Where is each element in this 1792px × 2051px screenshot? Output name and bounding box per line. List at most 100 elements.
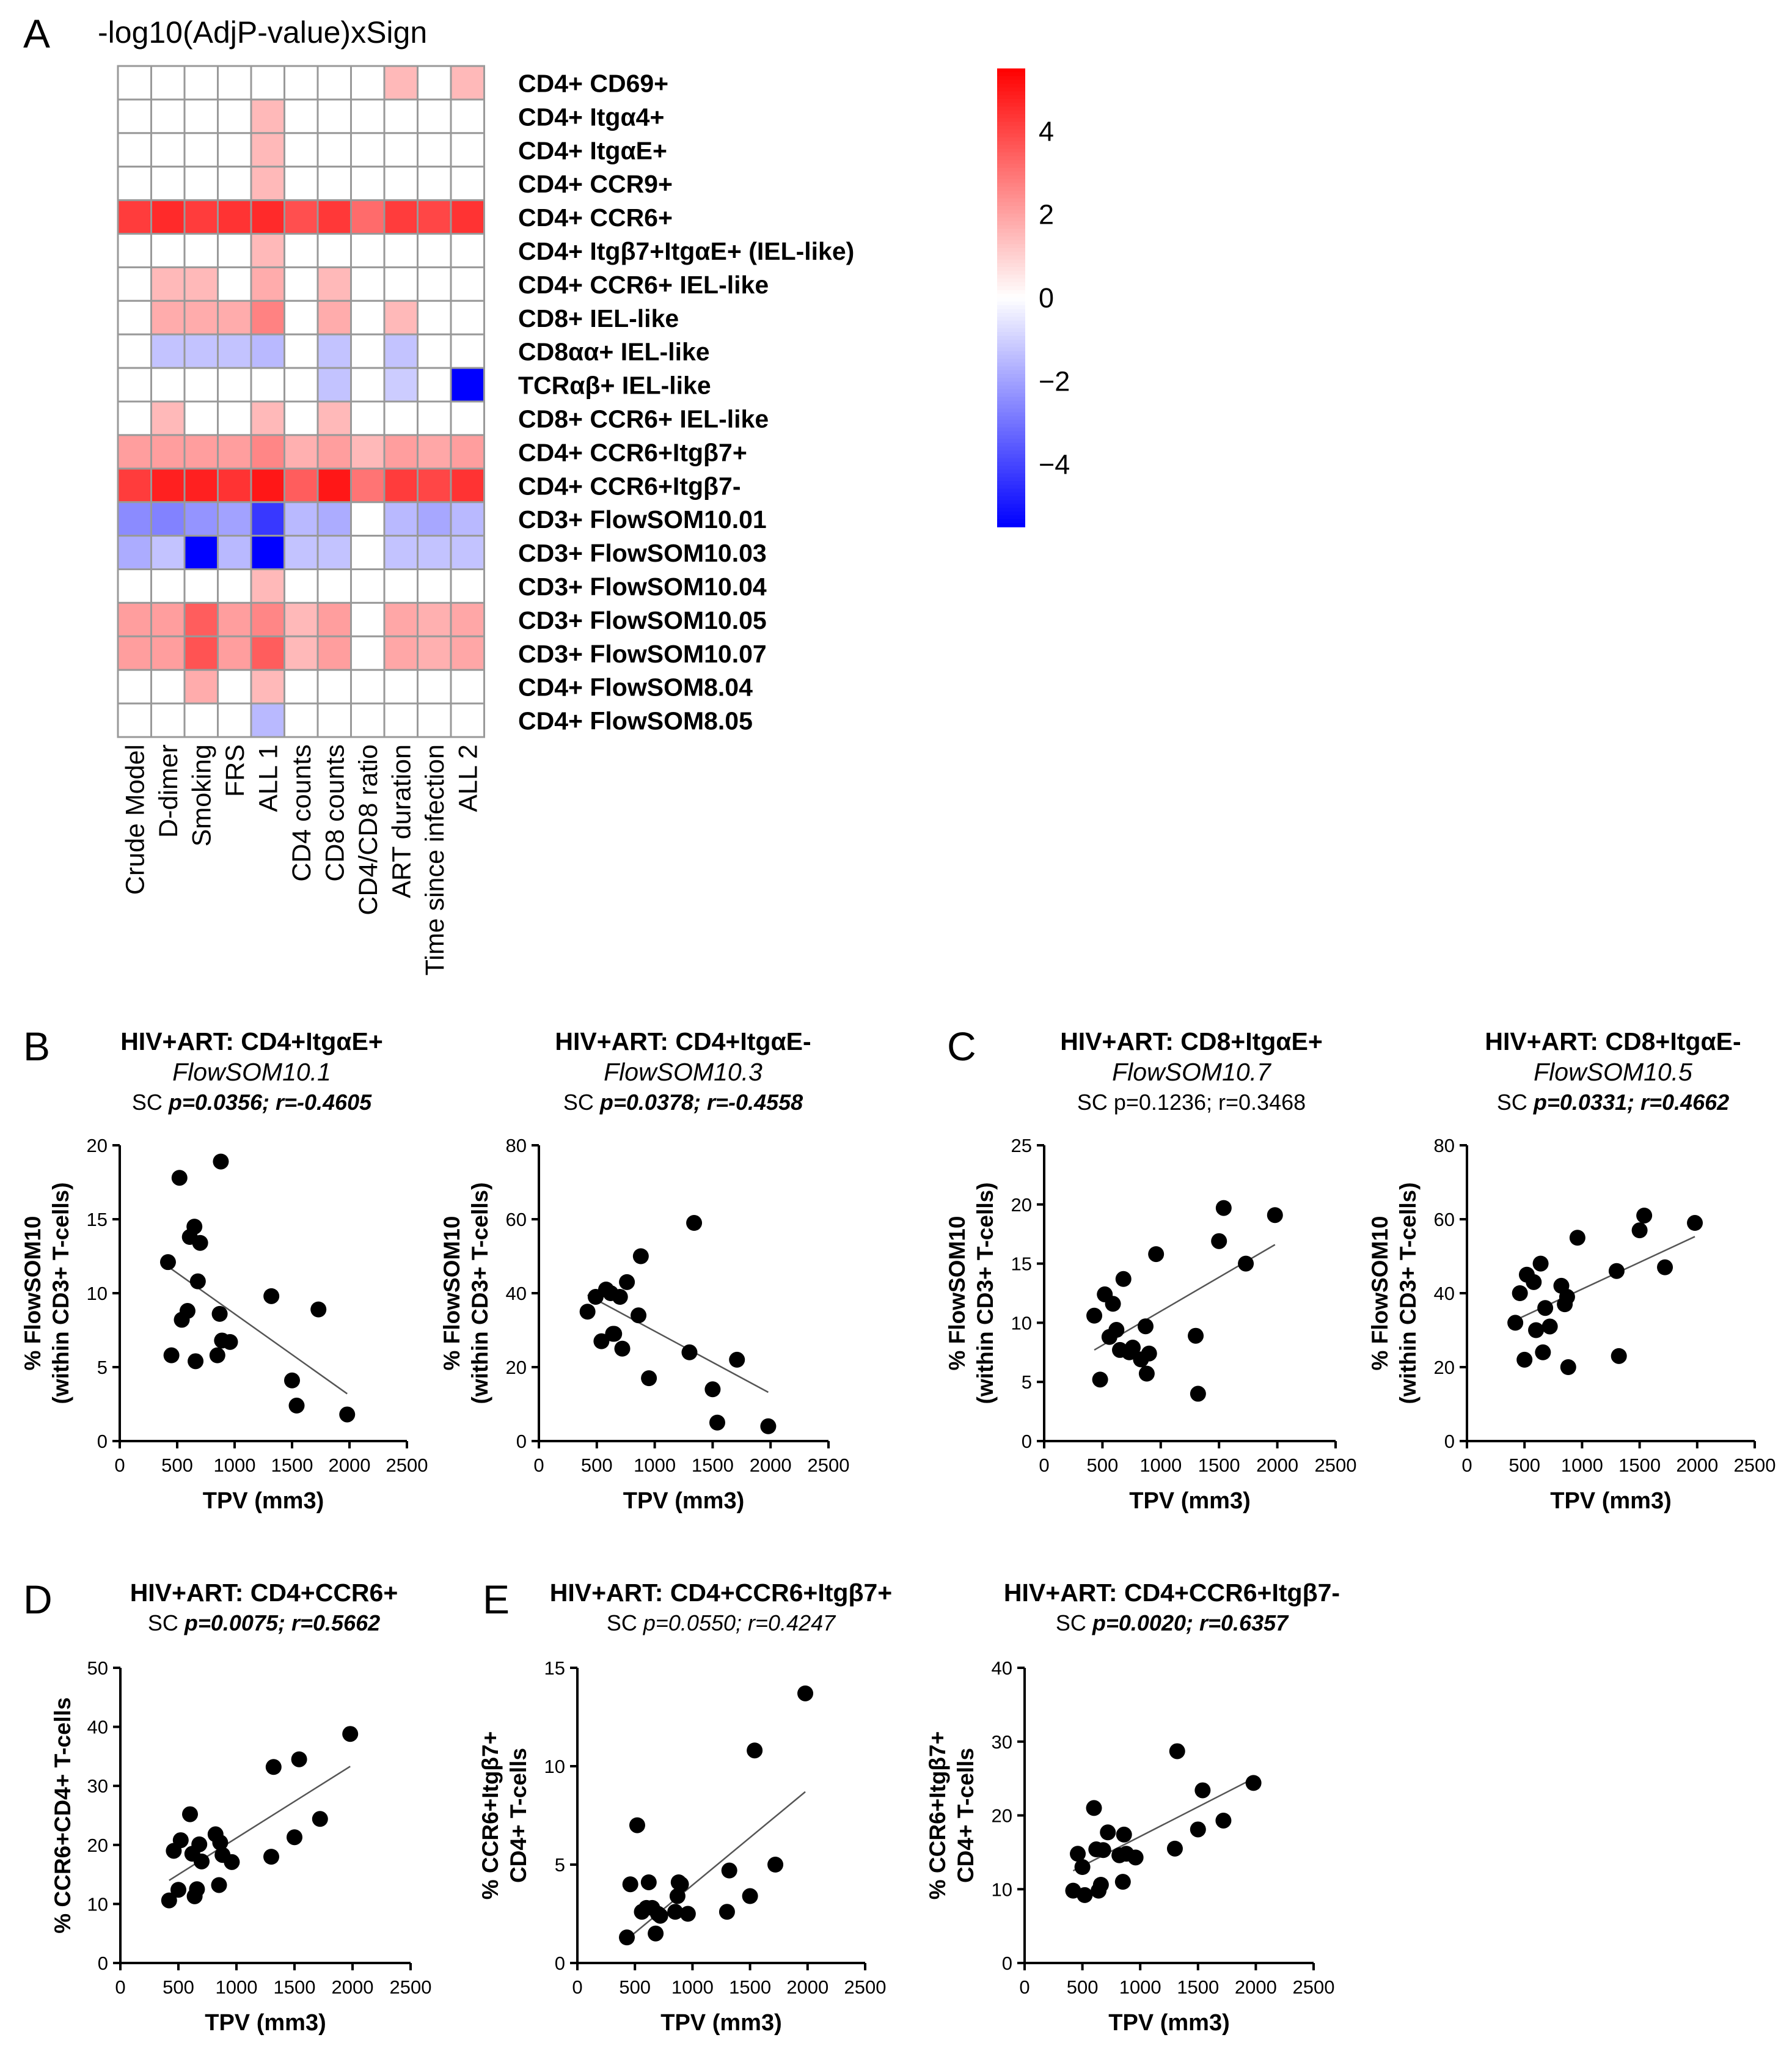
heatmap-cell <box>316 535 352 570</box>
heatmap-cell <box>150 333 186 369</box>
heatmap-cell <box>350 434 386 470</box>
data-point <box>1095 1842 1111 1858</box>
data-point <box>172 1832 189 1849</box>
heatmap-cell <box>383 635 419 671</box>
heatmap-cell <box>250 333 285 369</box>
data-point <box>1528 1322 1545 1338</box>
heatmap-cell <box>150 266 186 302</box>
colorbar-segment <box>997 389 1025 394</box>
heatmap-row-label: CD3+ FlowSOM10.04 <box>518 573 767 601</box>
data-point <box>310 1301 327 1318</box>
heatmap-cell <box>283 333 319 369</box>
heatmap-cell <box>383 333 419 369</box>
data-point <box>291 1751 307 1767</box>
heatmap-column-label: Smoking <box>187 744 216 846</box>
colorbar-segment <box>997 110 1025 115</box>
x-tick-label: 1000 <box>1139 1455 1182 1476</box>
data-point <box>1070 1846 1086 1862</box>
x-tick-label: 500 <box>619 1976 651 1998</box>
plot-title: HIV+ART: CD4+ItgαE- <box>555 1027 811 1055</box>
colorbar-segment <box>997 446 1025 451</box>
heatmap-cell <box>217 233 252 268</box>
stat-prefix: SC <box>1077 1090 1114 1115</box>
heatmap-row-label: CD4+ Itgα4+ <box>518 103 664 131</box>
heatmap-cell <box>150 299 186 336</box>
panel-letter-d: D <box>23 1577 53 1622</box>
y-tick-label: 10 <box>544 1756 565 1777</box>
x-tick-label: 0 <box>114 1455 125 1476</box>
heatmap-cell <box>250 702 285 738</box>
data-point <box>760 1418 777 1434</box>
colorbar-tick-label: 0 <box>1039 282 1054 314</box>
heatmap-column-label: FRS <box>221 744 250 797</box>
data-point <box>742 1888 758 1904</box>
y-tick-label: 25 <box>1011 1135 1032 1156</box>
plot-title: HIV+ART: CD4+CCR6+Itgβ7+ <box>550 1579 892 1607</box>
x-tick-label: 2000 <box>1676 1455 1718 1476</box>
x-tick-label: 2000 <box>1256 1455 1298 1476</box>
stat-prefix: SC <box>607 1610 643 1635</box>
heatmap-cell <box>250 535 285 570</box>
plot-stat-line: SC p=0.0378; r=-0.4558 <box>563 1090 803 1115</box>
heatmap-cell <box>450 266 485 302</box>
heatmap-cell <box>183 400 219 436</box>
heatmap-cell <box>350 166 386 202</box>
panel-letter-a: A <box>23 11 50 56</box>
stat-prefix: SC <box>1497 1090 1534 1115</box>
data-point <box>709 1414 725 1431</box>
heatmap-row-label: CD3+ FlowSOM10.07 <box>518 640 767 668</box>
colorbar-segment <box>997 481 1025 486</box>
data-point <box>1516 1351 1533 1368</box>
colorbar-segment <box>997 95 1025 100</box>
x-tick-label: 500 <box>1067 1976 1099 1998</box>
heatmap-cell <box>417 367 452 403</box>
data-point <box>579 1304 596 1320</box>
plot-subtitle: FlowSOM10.5 <box>1534 1058 1692 1086</box>
heatmap-cell <box>250 132 285 168</box>
heatmap-column-label: Time since infection <box>420 744 450 975</box>
heatmap-cell <box>183 568 219 604</box>
data-point <box>619 1929 635 1946</box>
colorbar-segment <box>997 328 1025 333</box>
heatmap-cell <box>150 400 186 436</box>
heatmap-cell <box>250 266 285 302</box>
colorbar-segment <box>997 186 1025 191</box>
data-point <box>188 1353 204 1370</box>
colorbar-segment <box>997 442 1025 447</box>
heatmap-cell <box>383 400 419 436</box>
colorbar-segment <box>997 374 1025 379</box>
heatmap-cell <box>316 166 352 202</box>
colorbar-segment <box>997 133 1025 138</box>
plot-subtitle: FlowSOM10.3 <box>604 1058 763 1086</box>
data-point <box>1611 1348 1627 1364</box>
colorbar-segment <box>997 282 1025 287</box>
y-tick-label: 10 <box>1011 1312 1032 1334</box>
heatmap-cell <box>117 299 152 336</box>
heatmap-cell <box>316 669 352 705</box>
colorbar-segment <box>997 125 1025 130</box>
heatmap-row-label: CD4+ Itgβ7+ItgαE+ (IEL-like) <box>518 237 854 265</box>
heatmap-cell <box>217 434 252 470</box>
panel-letter-b: B <box>23 1024 50 1069</box>
heatmap-cell <box>417 299 452 336</box>
heatmap-cell <box>383 166 419 202</box>
colorbar-segment <box>997 324 1025 329</box>
data-point <box>1526 1274 1542 1290</box>
colorbar-segment <box>997 167 1025 172</box>
data-point <box>192 1235 208 1251</box>
colorbar-tick-label: 2 <box>1039 199 1054 230</box>
x-tick-label: 1000 <box>216 1976 258 1998</box>
heatmap-row-label: CD4+ FlowSOM8.04 <box>518 673 753 702</box>
data-point <box>1215 1812 1232 1829</box>
colorbar-segment <box>997 225 1025 230</box>
x-tick-label: 2500 <box>1315 1455 1357 1476</box>
x-tick-label: 1500 <box>1177 1976 1219 1998</box>
heatmap-cell <box>150 367 186 403</box>
heatmap-column-label: CD4/CD8 ratio <box>354 744 383 915</box>
heatmap-cell <box>183 65 219 101</box>
colorbar-segment <box>997 72 1025 77</box>
x-tick-label: 0 <box>572 1976 582 1998</box>
stat-value: p=0.1236; r=0.3468 <box>1114 1090 1306 1115</box>
y-tick-label: 30 <box>992 1731 1012 1753</box>
y-axis-label: % FlowSOM10 <box>20 1216 45 1371</box>
